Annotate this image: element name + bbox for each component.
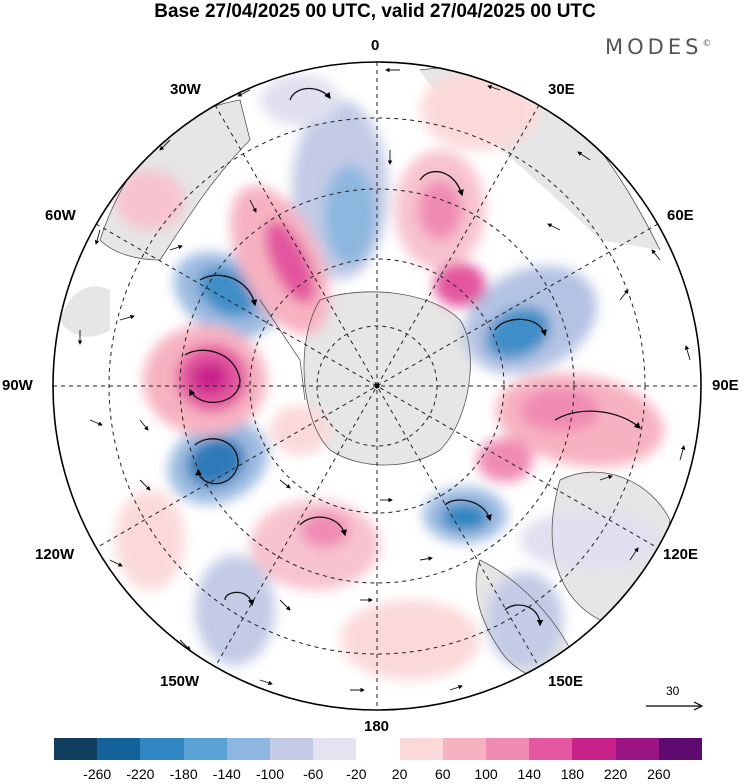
colorbar-ticks: -260 -220 -180 -140 -100 -60 -20 20 60 100 140 180 2…: [0, 766, 750, 784]
lon-label-30w: 30W: [170, 81, 201, 98]
brand-mark: ©: [702, 39, 712, 49]
colorbar-swatch: [529, 738, 573, 760]
colorbar-swatch: [486, 738, 530, 760]
colorbar: [54, 738, 703, 760]
colorbar-swatch: [658, 738, 703, 760]
map-title: Base 27/04/2025 00 UTC, valid 27/04/2025…: [154, 1, 596, 22]
colorbar-swatch: [226, 738, 271, 760]
map-border: [52, 61, 702, 711]
lon-label-60w: 60W: [45, 207, 76, 224]
map-disc: [53, 62, 701, 710]
colorbar-tick-label: -60: [303, 766, 324, 782]
lon-label-90e: 90E: [712, 377, 739, 394]
colorbar-swatch: [54, 738, 98, 760]
colorbar-tick-label: 220: [603, 766, 628, 782]
colorbar-swatch: [140, 738, 184, 760]
lon-label-120e: 120E: [663, 546, 699, 563]
colorbar-tick-label: -100: [255, 766, 285, 782]
brand-text: MODES: [605, 35, 703, 59]
colorbar-swatch: [313, 738, 357, 760]
colorbar-tick-label: 180: [560, 766, 585, 782]
lon-label-150w: 150W: [160, 673, 200, 690]
colorbar-swatch: [356, 738, 400, 760]
lon-label-90w: 90W: [2, 377, 33, 394]
colorbar-swatch: [270, 738, 314, 760]
lon-label-180: 180: [364, 718, 390, 735]
circulation-streamlines: [184, 87, 641, 627]
colorbar-swatch: [399, 738, 443, 760]
reference-vector-label: 30: [666, 684, 680, 698]
colorbar-swatch: [615, 738, 659, 760]
pole-marker: [374, 383, 380, 389]
colorbar-tick-label: -140: [212, 766, 241, 782]
lon-label-30e: 30E: [548, 81, 575, 98]
colorbar-tick-label: 140: [517, 766, 541, 782]
colorbar-tick-label: -260: [83, 766, 112, 782]
anomaly-field: [115, 70, 665, 680]
colorbar-tick-label: 60: [435, 766, 451, 782]
reference-arrow-icon: [646, 701, 704, 711]
colorbar-tick-label: 20: [391, 766, 408, 782]
colorbar-tick-label: 260: [647, 766, 671, 782]
lon-label-150e: 150E: [548, 673, 584, 690]
lon-label-60e: 60E: [667, 207, 694, 224]
colorbar-tick-label: 100: [474, 766, 498, 782]
lon-label-0: 0: [371, 37, 380, 54]
colorbar-swatch: [442, 738, 487, 760]
colorbar-tick-label: -20: [346, 766, 367, 782]
reference-vector: 30: [640, 684, 710, 714]
colorbar-swatch: [183, 738, 227, 760]
lon-label-120w: 120W: [35, 546, 75, 563]
colorbar-tick-label: -220: [126, 766, 155, 782]
brand-logo: MODES©: [605, 35, 711, 59]
colorbar-swatch: [97, 738, 141, 760]
colorbar-swatch: [572, 738, 616, 760]
colorbar-tick-label: -180: [169, 766, 198, 782]
